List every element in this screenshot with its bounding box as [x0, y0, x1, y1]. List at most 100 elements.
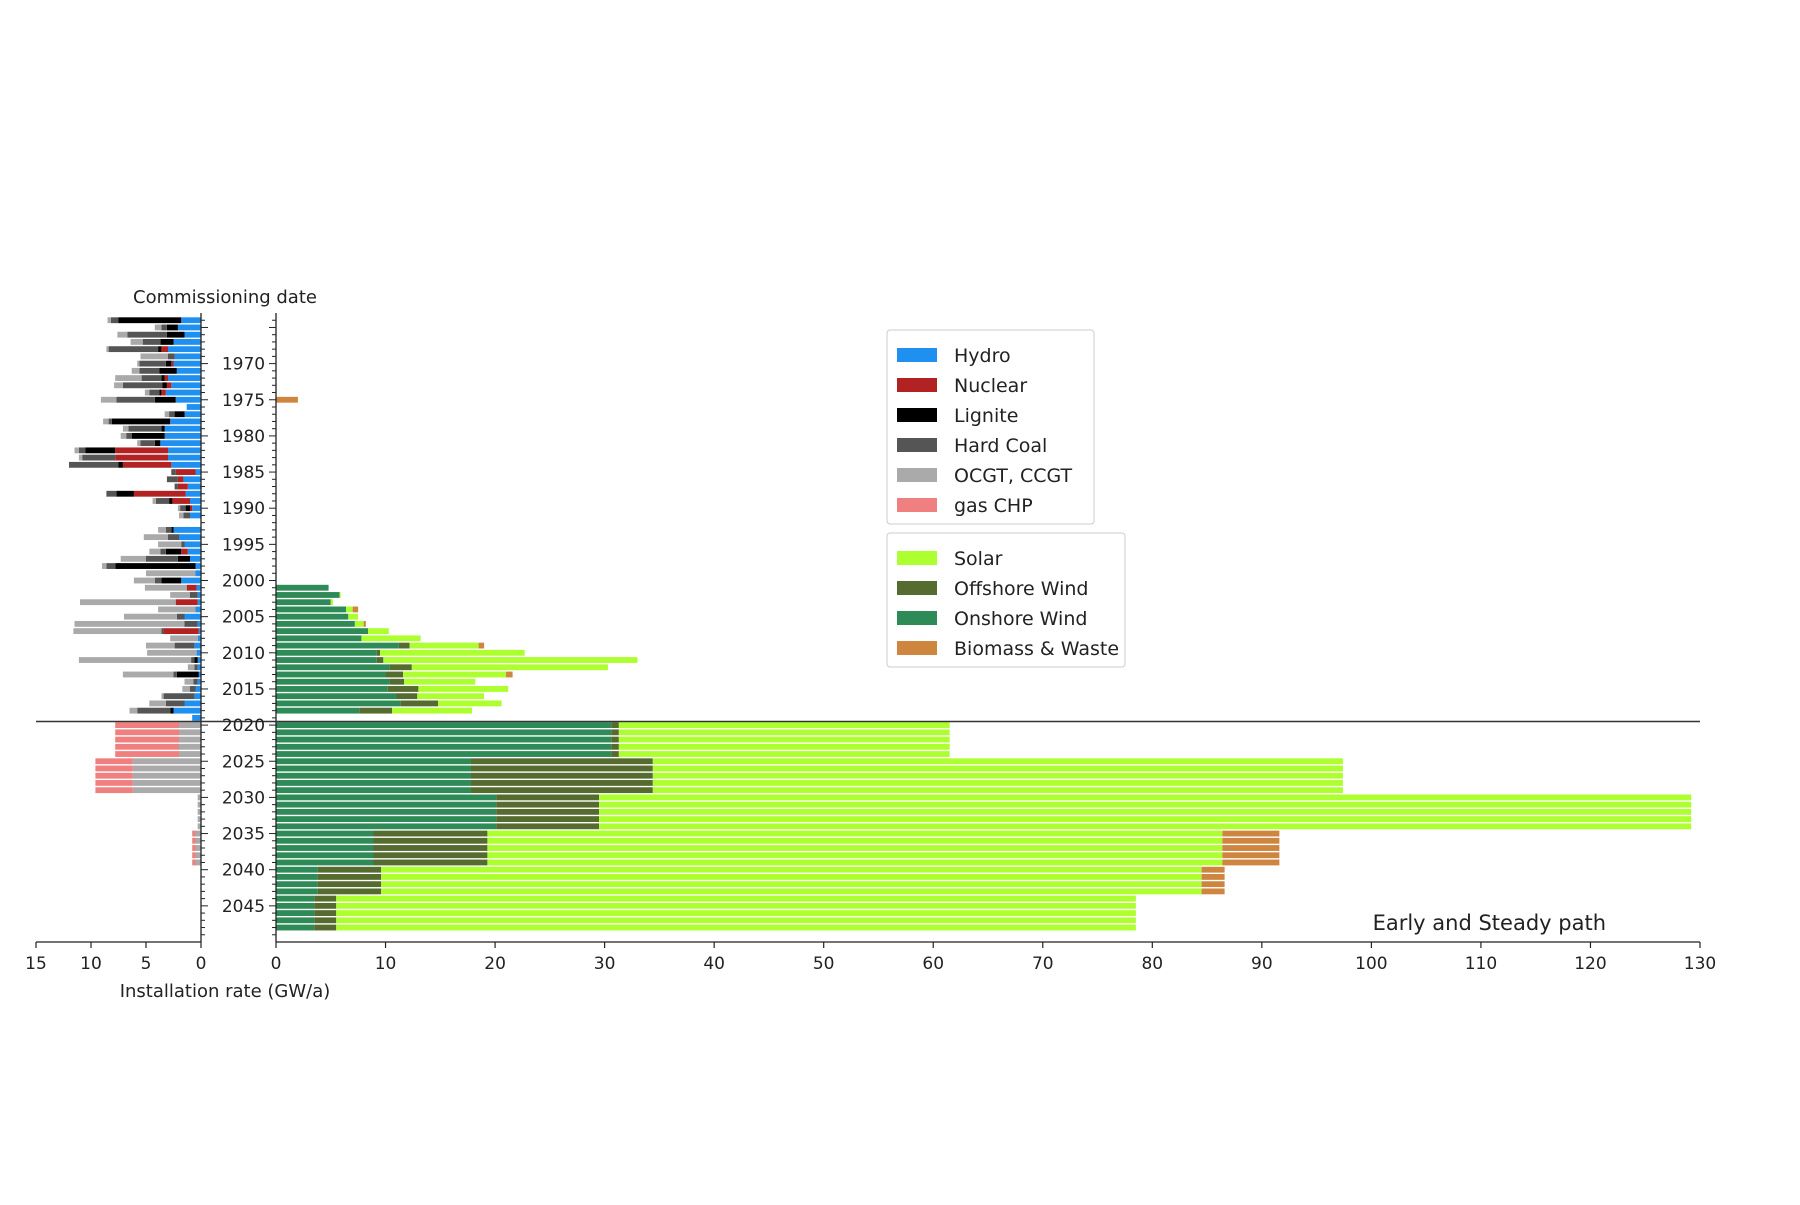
legend-label-hydro: Hydro: [954, 345, 1011, 367]
bar-ocgt-ccgt-1967: [130, 339, 143, 345]
bar-offshore-wind-2032: [496, 808, 600, 815]
bar-hard-coal-2009: [174, 642, 195, 649]
bar-ocgt-ccgt-1975: [100, 396, 117, 403]
left-x-tick-label-15: 15: [25, 954, 47, 974]
bar-onshore-wind-2048: [276, 924, 315, 931]
y-tick-label-2020: 2020: [222, 716, 265, 736]
bar-offshore-wind-2033: [496, 816, 600, 823]
bar-hydro-2013: [198, 671, 201, 678]
bar-ocgt-ccgt-2016: [161, 693, 164, 700]
bar-biomass-waste-2036: [1222, 837, 1280, 844]
bar-ocgt-ccgt-1982: [74, 447, 79, 454]
bar-hydro-1995: [184, 541, 201, 548]
legend-frame: [886, 329, 1095, 525]
legend-label-nuclear: Nuclear: [954, 375, 1027, 397]
bar-hard-coal-2015: [190, 686, 196, 692]
bar-hydro-1968: [168, 346, 201, 353]
bar-solar-2041: [381, 874, 1202, 880]
left-x-tick-label-10: 10: [80, 954, 102, 974]
bar-hydro-1973: [171, 382, 201, 389]
bar-lignite-1971: [159, 367, 177, 374]
bar-solar-2021: [618, 729, 950, 736]
right-x-tick-label-30: 30: [594, 954, 616, 974]
bar-ocgt-ccgt-2014: [184, 678, 194, 685]
bar-solar-2040: [381, 866, 1202, 873]
bar-ocgt-ccgt-1999: [146, 570, 196, 577]
bar-lignite-2011: [194, 657, 198, 663]
bar-hard-coal-1967: [142, 339, 161, 345]
bar-gas-chp-2022: [115, 736, 179, 743]
bar-lignite-1997: [177, 555, 190, 562]
bar-hydro-2014: [197, 678, 201, 685]
y-tick-label-1990: 1990: [222, 499, 265, 519]
bar-onshore-wind-2015: [276, 686, 388, 692]
bar-hydro-1967: [173, 339, 201, 345]
bar-nuclear-2003: [175, 599, 198, 606]
bar-ocgt-ccgt-2030: [197, 794, 201, 801]
bar-onshore-wind-2006: [276, 620, 355, 627]
bar-lignite-1977: [174, 411, 185, 418]
bar-solar-2006: [354, 620, 364, 627]
bar-ocgt-ccgt-2032: [197, 808, 201, 815]
bar-hydro-1978: [170, 418, 201, 425]
bar-hard-coal-1972: [141, 375, 162, 381]
bar-solar-2017: [438, 700, 502, 707]
bar-gas-chp-2025: [95, 758, 133, 765]
bar-onshore-wind-2013: [276, 671, 386, 678]
legend-swatch-offshore-wind: [897, 581, 937, 595]
bar-onshore-wind-2022: [276, 736, 612, 743]
bar-ocgt-ccgt-2015: [182, 686, 190, 692]
bar-ocgt-ccgt-1978: [103, 418, 109, 425]
bar-solar-2039: [487, 859, 1223, 866]
bar-onshore-wind-2047: [276, 917, 315, 924]
right-x-tick-label-110: 110: [1465, 954, 1497, 974]
y-tick-label-2025: 2025: [222, 752, 265, 772]
right-x-tick-label-80: 80: [1141, 954, 1163, 974]
bar-hard-coal-2011: [191, 657, 195, 663]
bar-solar-2024: [618, 751, 950, 757]
bar-offshore-wind-2042: [317, 881, 382, 888]
bar-onshore-wind-2016: [276, 693, 397, 700]
bar-hydro-1965: [177, 324, 201, 331]
bar-hard-coal-2006: [184, 620, 198, 627]
bar-offshore-wind-2017: [400, 700, 439, 707]
bar-ocgt-ccgt-2026: [132, 765, 201, 772]
bar-offshore-wind-2028: [470, 780, 653, 786]
bar-ocgt-ccgt-2003: [80, 599, 176, 606]
bar-hard-coal-1990: [180, 505, 186, 512]
bar-nuclear-1987: [177, 483, 188, 490]
bar-ocgt-ccgt-2025: [132, 758, 201, 765]
bar-solar-2013: [403, 671, 507, 678]
legend-frame: [886, 532, 1126, 668]
bar-onshore-wind-2035: [276, 830, 374, 837]
bar-onshore-wind-2042: [276, 881, 318, 888]
bar-hydro-2005: [184, 613, 201, 620]
bar-lignite-1996: [165, 548, 182, 555]
bar-onshore-wind-2028: [276, 780, 471, 786]
bar-lignite-1998: [115, 563, 196, 569]
bar-offshore-wind-2021: [611, 729, 619, 736]
bar-lignite-1993: [171, 526, 174, 533]
bar-solar-2008: [361, 635, 421, 642]
y-tick-label-2010: 2010: [222, 644, 265, 664]
bar-hard-coal-2007: [161, 628, 164, 635]
bar-hydro-2007: [198, 628, 201, 635]
bar-hard-coal-1978: [108, 418, 112, 425]
bar-ocgt-ccgt-1983: [78, 454, 83, 461]
bar-onshore-wind-2032: [276, 808, 497, 815]
bar-solar-2027: [652, 772, 1343, 779]
bar-offshore-wind-2044: [314, 895, 337, 902]
bar-hydro-2003: [197, 599, 201, 606]
bar-hard-coal-1974: [149, 389, 160, 396]
bar-hydro-1985: [195, 469, 201, 475]
bar-solar-2046: [336, 910, 1136, 916]
bar-lignite-1981: [154, 440, 161, 447]
bar-ocgt-ccgt-2037: [195, 845, 201, 851]
bar-hydro-2012: [197, 664, 201, 671]
bar-hydro-2000: [181, 577, 201, 584]
bar-hard-coal-2005: [176, 613, 185, 620]
bar-gas-chp-2037: [192, 845, 196, 851]
bar-ocgt-ccgt-1974: [144, 389, 150, 396]
bar-hydro-1975: [175, 396, 201, 403]
legend-swatch-lignite: [897, 408, 937, 422]
